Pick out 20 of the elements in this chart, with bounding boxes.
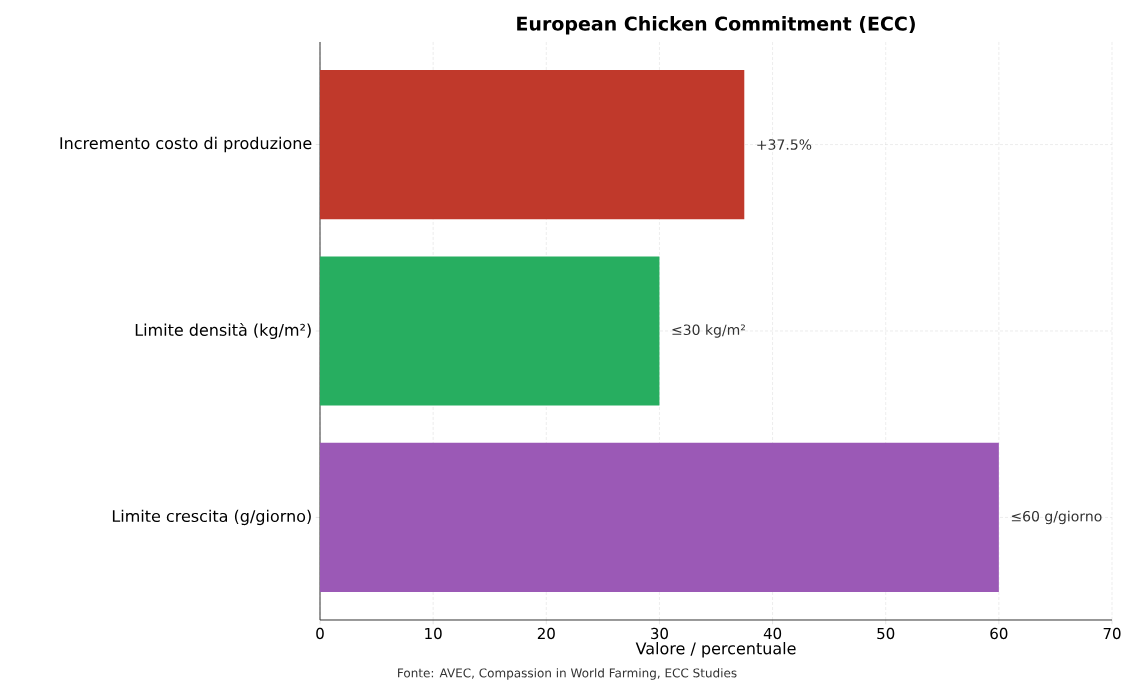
x-tick-label: 40 bbox=[763, 627, 782, 640]
x-tick-label: 70 bbox=[1103, 627, 1121, 640]
x-tick-label: 20 bbox=[537, 627, 555, 640]
bar bbox=[320, 256, 660, 406]
y-tick-label: Limite densità (kg/m²) bbox=[135, 322, 311, 340]
x-tick-label: 30 bbox=[651, 627, 668, 640]
y-tick-label: Limite crescita (g/giorno) bbox=[112, 509, 311, 526]
x-tick-label: 0 bbox=[316, 627, 324, 640]
y-tick-label: Incremento costo di produzione bbox=[60, 136, 312, 153]
chart-title: European Chicken Commitment (ECC) bbox=[517, 16, 915, 35]
source-note: Fonte: AVEC, Compassion in World Farming, ECC Studies bbox=[398, 668, 737, 680]
x-tick-label: 60 bbox=[990, 627, 1008, 640]
x-tick-label: 10 bbox=[425, 627, 442, 640]
data-label: +37.5% bbox=[757, 139, 812, 150]
data-label: ≤60 g/giorno bbox=[1011, 510, 1102, 525]
bar bbox=[320, 69, 745, 220]
data-label: ≤30 kg/m² bbox=[672, 324, 746, 338]
bar bbox=[320, 442, 999, 593]
x-axis-title: Valore / percentuale bbox=[635, 642, 796, 658]
x-tick-label: 50 bbox=[877, 627, 895, 640]
